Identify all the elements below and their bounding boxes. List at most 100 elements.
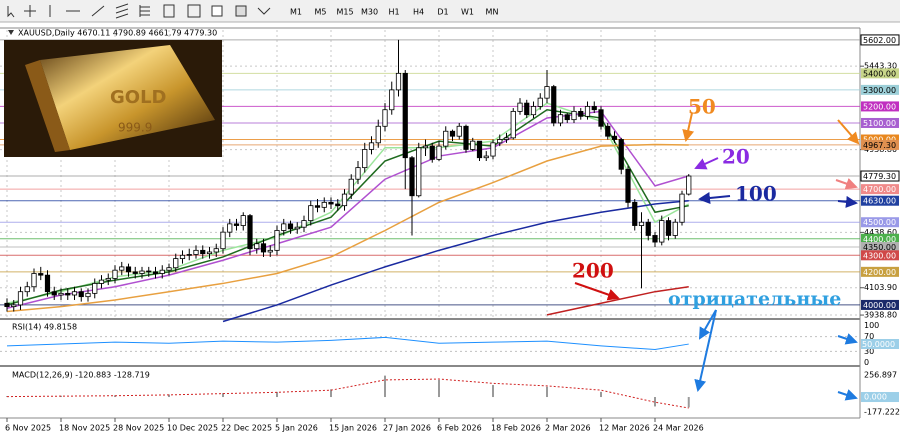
candle-body xyxy=(598,109,604,127)
arrow xyxy=(699,309,717,340)
candle-body xyxy=(510,110,516,139)
arrow xyxy=(694,157,719,170)
candle-body xyxy=(584,106,591,117)
y-tick-label: 4103.90 xyxy=(864,283,897,292)
cursor-icon[interactable] xyxy=(7,6,15,18)
x-tick-label: 24 Mar 2026 xyxy=(653,424,704,433)
level-label: 5300.00 xyxy=(863,86,896,95)
candle-body xyxy=(78,291,84,298)
timeframe-button[interactable]: M15 xyxy=(336,8,353,17)
rsi-tick-label: 0 xyxy=(864,358,869,367)
image-text: GOLD xyxy=(110,87,167,108)
level-box xyxy=(861,68,899,79)
rsi-tick-label: 100 xyxy=(864,321,879,330)
timeframe-button[interactable]: H1 xyxy=(388,8,399,17)
candle-body xyxy=(287,223,294,230)
candle-body xyxy=(51,291,57,296)
arrow-icon[interactable] xyxy=(257,7,271,15)
fibo-icon[interactable] xyxy=(139,5,150,17)
candle-body xyxy=(517,102,523,112)
candle-body xyxy=(416,147,422,197)
timeframe-button[interactable]: MN xyxy=(486,8,499,17)
shape-icon[interactable] xyxy=(211,5,223,17)
candle-body xyxy=(632,201,638,226)
arrow xyxy=(574,282,620,301)
candle-body xyxy=(557,114,564,124)
level-label: 4779.30 xyxy=(863,172,896,181)
candle-body xyxy=(375,125,381,144)
rsi-header: RSI(14) 49.8158 xyxy=(12,323,77,332)
level-box xyxy=(861,184,899,195)
candle-body xyxy=(213,248,219,253)
crosshair-icon[interactable] xyxy=(24,5,36,17)
annotation: 20 xyxy=(722,145,750,169)
level-label: 4000.00 xyxy=(863,301,896,310)
level-label: 4700.00 xyxy=(863,185,896,194)
candle-body xyxy=(146,270,152,273)
candle-body xyxy=(389,89,395,111)
candle-body xyxy=(571,110,577,121)
timeframe-button[interactable]: H4 xyxy=(413,8,424,17)
timeframes: M1 M5 M15 M30 H1 H4 D1 W1 MN xyxy=(290,8,498,17)
candle-body xyxy=(591,106,597,111)
level-label: 5200.00 xyxy=(863,102,896,111)
chart-header: XAUUSD,Daily 4670.11 4790.89 4661.79 477… xyxy=(18,29,217,38)
x-tick-label: 22 Dec 2025 xyxy=(221,424,272,433)
candle-body xyxy=(11,304,17,307)
candle-body xyxy=(58,292,64,296)
candle-body xyxy=(85,292,91,298)
level-box xyxy=(860,34,900,46)
rsi-line xyxy=(6,336,689,351)
timeframe-button[interactable]: D1 xyxy=(437,8,448,17)
candle-body xyxy=(348,178,354,195)
candle-body xyxy=(618,139,624,170)
tool-icons xyxy=(7,3,271,19)
annotations: 50 20 100 200 отрицательные xyxy=(572,95,841,311)
candle-body xyxy=(456,125,462,137)
annotation: 50 xyxy=(688,95,716,119)
arrow xyxy=(837,195,858,208)
x-tick-label: 27 Jan 2026 xyxy=(383,424,431,433)
x-tick-label: 28 Nov 2025 xyxy=(113,424,164,433)
trendline-icon[interactable] xyxy=(91,5,105,17)
channel-icon[interactable] xyxy=(115,3,129,19)
timeframe-button[interactable]: M5 xyxy=(315,8,327,17)
candle-body xyxy=(341,193,348,207)
level-box xyxy=(861,117,899,128)
text-icon[interactable] xyxy=(163,4,175,18)
candle-body xyxy=(449,130,456,137)
y-tick-label: 3938.80 xyxy=(864,311,897,320)
candle-body xyxy=(551,86,557,124)
arrow xyxy=(837,333,858,345)
rsi-level-label: 50.0000 xyxy=(862,340,895,349)
level-box xyxy=(861,84,899,95)
candle-body xyxy=(672,221,678,236)
timeframe-button[interactable]: M1 xyxy=(290,8,302,17)
annotation-arrows xyxy=(574,112,860,401)
object-icon[interactable] xyxy=(235,5,247,17)
candle-body xyxy=(247,215,253,250)
candle-body xyxy=(132,271,138,274)
candle-body xyxy=(301,220,307,228)
label-icon[interactable] xyxy=(187,4,201,18)
candle-body xyxy=(652,235,658,243)
candle-body xyxy=(65,292,71,296)
candle-body xyxy=(220,231,226,250)
candle-body xyxy=(4,302,10,307)
candle-body xyxy=(470,140,476,150)
arrow xyxy=(837,119,860,145)
level-label: 4500.00 xyxy=(863,218,896,227)
arrow xyxy=(694,309,717,392)
macd-tick-label: -177.222 xyxy=(864,408,900,417)
timeframe-button[interactable]: M30 xyxy=(361,8,378,17)
candle-body xyxy=(152,271,159,274)
candle-body xyxy=(328,201,334,205)
candle-body xyxy=(227,223,233,233)
candle-body xyxy=(605,125,611,137)
indicators xyxy=(0,336,860,409)
level-box xyxy=(861,139,899,150)
moving-average xyxy=(546,285,689,316)
timeframe-button[interactable]: W1 xyxy=(461,8,474,17)
x-tick-label: 10 Dec 2025 xyxy=(167,424,218,433)
